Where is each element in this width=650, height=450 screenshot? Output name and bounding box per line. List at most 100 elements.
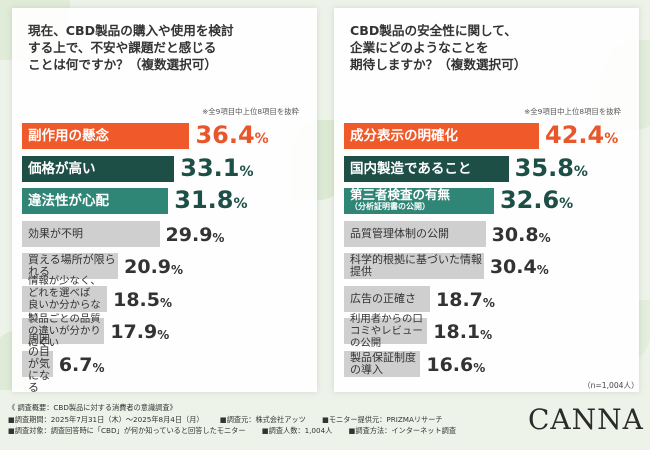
data-label: 32.6% — [499, 186, 574, 214]
bar-1: 副作用の懸念 — [22, 123, 190, 149]
data-label: 36.4% — [195, 121, 268, 149]
bar-2: 国内製造であること — [344, 155, 509, 182]
category-label: 効果が不明 — [28, 226, 83, 240]
category-label: 国内製造であること — [350, 160, 472, 177]
value-number: 16.6 — [426, 353, 474, 376]
category-sub-label: （分析証明書の公開） — [350, 202, 430, 211]
bar-row: 成分表示の明確化 42.4% — [344, 121, 634, 151]
value-number: 32.6 — [499, 186, 560, 214]
data-label: 29.9% — [166, 221, 225, 247]
data-label: 6.7% — [59, 351, 105, 377]
data-label: 30.4% — [490, 253, 549, 279]
value-number: 42.4 — [545, 121, 605, 149]
footer-monitor: ■モニター提供元：PRIZMAリサーチ — [322, 414, 443, 424]
footer-period: ■調査期間：2025年7月31日（木）～2025年8月4日（月） — [8, 414, 204, 424]
value-unit: % — [482, 295, 495, 310]
bar-2: 価格が高い — [22, 155, 175, 182]
left-question-title: 現在、CBD製品の購入や使用を検討 する上で、不安や課題だと感じる ことは何です… — [28, 23, 234, 72]
bar-8: 周囲の目が気になる — [22, 333, 53, 393]
bar-row: 製品保証制度の導入 16.6% — [344, 350, 634, 379]
footer-target: ■調査対象：調査回答時に「CBD」が何か知っていると回答したモニター — [8, 426, 246, 435]
bar-6: 情報が少なく、どれを選べば 良いか分からない — [22, 275, 108, 323]
value-unit: % — [480, 328, 493, 342]
value-unit: % — [239, 163, 254, 180]
value-number: 6.7 — [58, 353, 93, 376]
footer-method: ■調査方法：インターネット調査 — [348, 426, 457, 435]
canna-logo: CANNA — [528, 403, 644, 436]
value-unit: % — [157, 328, 170, 342]
bar-row: 広告の正確さ 18.7% — [344, 285, 634, 314]
value-number: 18.7 — [436, 288, 483, 311]
right-panel: CBD製品の安全性に関して、 企業にどのようなことを 期待しますか？（複数選択可… — [334, 8, 639, 392]
value-number: 18.5 — [113, 288, 160, 311]
bar-row: 効果が不明 29.9% — [22, 220, 312, 249]
value-unit: % — [573, 163, 588, 180]
value-unit: % — [233, 196, 248, 212]
bar-row: 国内製造であること 35.8% — [344, 153, 634, 184]
value-unit: % — [604, 131, 619, 147]
value-unit: % — [92, 360, 105, 375]
right-question-title: CBD製品の安全性に関して、 企業にどのようなことを 期待しますか？（複数選択可… — [350, 23, 527, 72]
category-label: 第三者検査の有無 — [350, 187, 451, 202]
bar-4: 効果が不明 — [22, 220, 160, 247]
value-unit: % — [473, 360, 486, 375]
value-number: 18.1 — [433, 321, 481, 343]
category-label: 周囲の目が気になる — [28, 332, 50, 394]
data-label: 17.9% — [110, 318, 169, 344]
value-number: 20.9 — [124, 256, 172, 278]
value-number: 33.1 — [180, 153, 240, 182]
bar-row: 買える場所が限られる 20.9% — [22, 253, 312, 281]
bar-8: 製品保証制度の導入 — [344, 350, 421, 377]
left-note: ※全9項目中上位8項目を抜粋 — [202, 107, 299, 116]
left-panel: 現在、CBD製品の購入や使用を検討 する上で、不安や課題だと感じる ことは何です… — [12, 8, 317, 393]
category-label: 価格が高い — [28, 160, 96, 177]
bar-4: 品質管理体制の公開 — [344, 220, 486, 247]
bar-row: 品質管理体制の公開 30.8% — [344, 220, 634, 249]
value-unit: % — [559, 196, 574, 212]
bar-1: 成分表示の明確化 — [344, 123, 540, 149]
category-label: 品質管理体制の公開 — [350, 226, 449, 240]
category-label: 副作用の懸念 — [28, 128, 109, 144]
value-unit: % — [171, 263, 184, 277]
value-number: 29.9 — [165, 223, 213, 246]
category-label: 広告の正確さ — [350, 291, 416, 305]
category-label: 情報が少なく、どれを選べば 良いか分からない — [28, 274, 101, 323]
value-unit: % — [538, 230, 551, 245]
data-label: 16.6% — [426, 351, 485, 377]
bar-row: 製品ごとの品質の違いが分かりにくい 17.9% — [22, 313, 312, 349]
value-number: 35.8 — [514, 153, 574, 182]
value-number: 31.8 — [174, 186, 234, 214]
data-label: 31.8% — [174, 186, 248, 214]
data-label: 18.1% — [433, 318, 492, 344]
footer-line-2: ■調査期間：2025年7月31日（木）～2025年8月4日（月） ■調査元：株式… — [8, 414, 528, 426]
bar-7: 利用者からの口コミやレビューの公開 — [344, 313, 428, 349]
value-number: 30.8 — [491, 223, 539, 246]
category-label: 成分表示の明確化 — [350, 128, 458, 144]
category-label: 製品ごとの品質の違いが分かりにくい — [28, 313, 101, 349]
bar-row: 違法性が心配 31.8% — [22, 186, 312, 216]
bar-6: 広告の正確さ — [344, 285, 431, 312]
bar-5: 買える場所が限られる — [22, 253, 119, 279]
bar-row: 利用者からの口コミやレビューの公開 18.1% — [344, 313, 634, 349]
footer-line-3: ■調査対象：調査回答時に「CBD」が何か知っていると回答したモニター ■調査人数… — [8, 425, 528, 437]
footer-count: ■調査人数：1,004人 — [261, 426, 333, 435]
survey-footer: 《 調査概要：CBD製品に対する消費者の意識調査》 ■調査期間：2025年7月3… — [8, 402, 528, 437]
value-unit: % — [159, 295, 173, 310]
data-label: 18.7% — [436, 286, 495, 312]
bar-5: 科学的根拠に基づいた情報提供 — [344, 253, 484, 279]
category-label: 利用者からの口コミやレビューの公開 — [350, 313, 423, 349]
bar-row: 科学的根拠に基づいた情報提供 30.4% — [344, 253, 634, 281]
category-label: 違法性が心配 — [28, 193, 109, 209]
data-label: 18.5% — [113, 286, 172, 312]
data-label: 35.8% — [514, 153, 588, 182]
value-number: 36.4 — [195, 121, 255, 149]
sample-size-note: （n=1,004人） — [583, 381, 639, 390]
data-label: 30.8% — [492, 221, 551, 247]
data-label: 20.9% — [124, 253, 183, 279]
category-label: 製品保証制度の導入 — [350, 350, 416, 376]
value-number: 30.4 — [489, 256, 537, 278]
value-unit: % — [212, 230, 225, 245]
right-note: ※全9項目中上位8項目を抜粋 — [524, 107, 621, 116]
bar-row: 情報が少なく、どれを選べば 良いか分からない 18.5% — [22, 275, 312, 323]
bar-row: 第三者検査の有無 （分析証明書の公開） 32.6% — [344, 186, 634, 216]
